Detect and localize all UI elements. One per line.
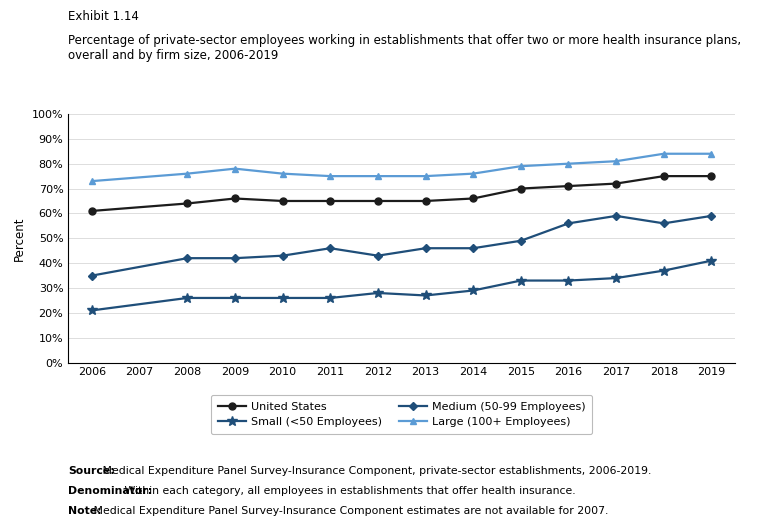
Medium (50-99 Employees) bbox=[516, 238, 525, 244]
Text: Note:: Note: bbox=[68, 506, 102, 515]
Medium (50-99 Employees) bbox=[612, 213, 621, 219]
Line: Large (100+ Employees): Large (100+ Employees) bbox=[89, 150, 715, 184]
Small (<50 Employees) bbox=[564, 278, 573, 284]
Text: Exhibit 1.14: Exhibit 1.14 bbox=[68, 10, 139, 23]
Small (<50 Employees) bbox=[707, 257, 716, 264]
United States bbox=[87, 208, 96, 214]
Large (100+ Employees) bbox=[374, 173, 383, 179]
Large (100+ Employees) bbox=[612, 158, 621, 164]
Small (<50 Employees) bbox=[612, 275, 621, 281]
Large (100+ Employees) bbox=[87, 178, 96, 184]
Medium (50-99 Employees) bbox=[564, 220, 573, 226]
Medium (50-99 Employees) bbox=[278, 253, 287, 259]
Large (100+ Employees) bbox=[659, 151, 669, 157]
Medium (50-99 Employees) bbox=[707, 213, 716, 219]
Large (100+ Employees) bbox=[564, 161, 573, 167]
United States bbox=[374, 198, 383, 204]
Small (<50 Employees) bbox=[374, 290, 383, 296]
Small (<50 Employees) bbox=[659, 267, 669, 274]
Large (100+ Employees) bbox=[516, 163, 525, 169]
United States bbox=[421, 198, 430, 204]
United States bbox=[659, 173, 669, 179]
Large (100+ Employees) bbox=[468, 170, 478, 177]
Small (<50 Employees) bbox=[87, 307, 96, 313]
Small (<50 Employees) bbox=[326, 295, 335, 301]
Medium (50-99 Employees) bbox=[421, 245, 430, 251]
Text: Medical Expenditure Panel Survey-Insurance Component, private-sector establishme: Medical Expenditure Panel Survey-Insuran… bbox=[99, 466, 651, 476]
Large (100+ Employees) bbox=[278, 170, 287, 177]
Large (100+ Employees) bbox=[183, 170, 192, 177]
Medium (50-99 Employees) bbox=[326, 245, 335, 251]
Legend: United States, Small (<50 Employees), Medium (50-99 Employees), Large (100+ Empl: United States, Small (<50 Employees), Me… bbox=[211, 395, 593, 434]
Line: United States: United States bbox=[89, 172, 715, 214]
United States bbox=[516, 185, 525, 192]
United States bbox=[183, 200, 192, 207]
Large (100+ Employees) bbox=[326, 173, 335, 179]
United States bbox=[468, 195, 478, 202]
Small (<50 Employees) bbox=[278, 295, 287, 301]
Large (100+ Employees) bbox=[230, 166, 240, 172]
Large (100+ Employees) bbox=[707, 151, 716, 157]
United States bbox=[564, 183, 573, 189]
Line: Small (<50 Employees): Small (<50 Employees) bbox=[87, 256, 716, 315]
Text: Within each category, all employees in establishments that offer health insuranc: Within each category, all employees in e… bbox=[121, 486, 575, 496]
Medium (50-99 Employees) bbox=[183, 255, 192, 261]
United States bbox=[707, 173, 716, 179]
Medium (50-99 Employees) bbox=[468, 245, 478, 251]
Text: Source:: Source: bbox=[68, 466, 115, 476]
Medium (50-99 Employees) bbox=[374, 253, 383, 259]
United States bbox=[326, 198, 335, 204]
Text: Medical Expenditure Panel Survey-Insurance Component estimates are not available: Medical Expenditure Panel Survey-Insuran… bbox=[90, 506, 609, 515]
Medium (50-99 Employees) bbox=[87, 272, 96, 279]
Small (<50 Employees) bbox=[468, 287, 478, 294]
Small (<50 Employees) bbox=[183, 295, 192, 301]
Text: Denominator:: Denominator: bbox=[68, 486, 152, 496]
United States bbox=[230, 195, 240, 202]
Small (<50 Employees) bbox=[516, 278, 525, 284]
Large (100+ Employees) bbox=[421, 173, 430, 179]
Medium (50-99 Employees) bbox=[230, 255, 240, 261]
Y-axis label: Percent: Percent bbox=[13, 216, 27, 261]
United States bbox=[278, 198, 287, 204]
Text: Percentage of private-sector employees working in establishments that offer two : Percentage of private-sector employees w… bbox=[68, 34, 741, 62]
Small (<50 Employees) bbox=[230, 295, 240, 301]
Line: Medium (50-99 Employees): Medium (50-99 Employees) bbox=[89, 213, 714, 278]
Small (<50 Employees) bbox=[421, 292, 430, 298]
United States bbox=[612, 180, 621, 186]
Medium (50-99 Employees) bbox=[659, 220, 669, 226]
